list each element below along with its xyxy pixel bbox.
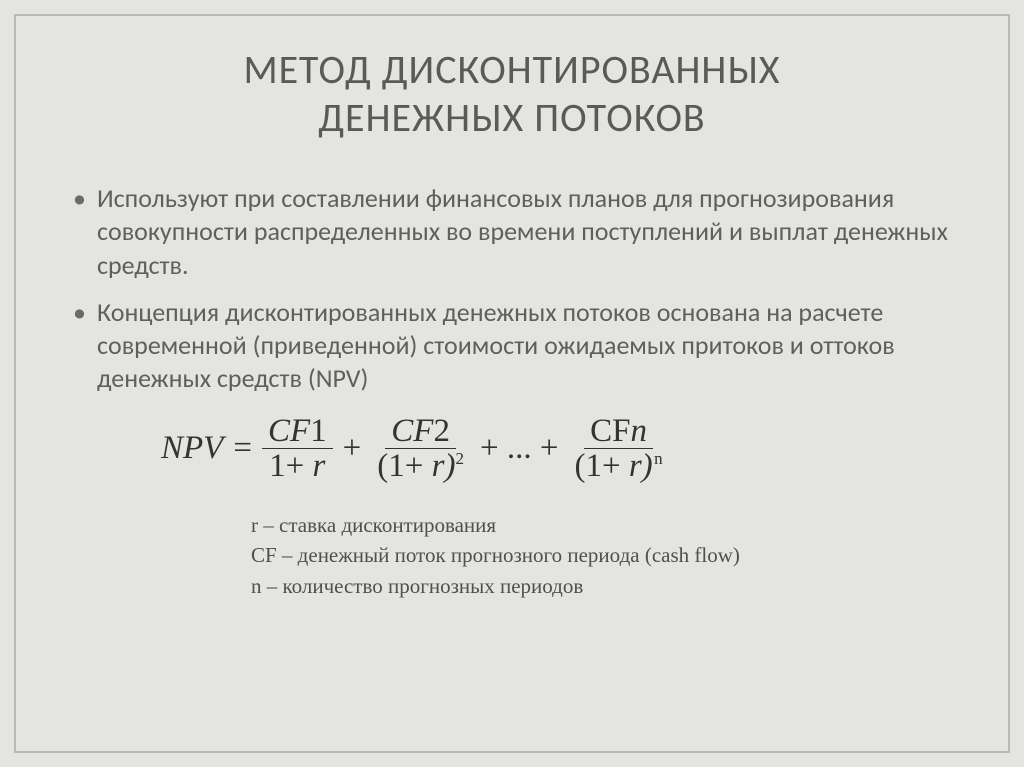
term-denominator: (1+ r) n xyxy=(568,449,668,484)
formula-lhs: NPV xyxy=(161,430,223,467)
ellipsis: + ... + xyxy=(480,430,558,467)
term-numerator: CFn xyxy=(584,414,653,450)
slide-frame: МЕТОД ДИСКОНТИРОВАННЫХ ДЕНЕЖНЫХ ПОТОКОВ … xyxy=(14,14,1010,753)
npv-formula: NPV = CF1 1+ r + CF2 (1+ r)2 + ... + xyxy=(161,414,953,484)
bullet-item: Используют при составлении финансовых пл… xyxy=(71,182,953,282)
title-line-1: МЕТОД ДИСКОНТИРОВАННЫХ xyxy=(243,45,780,94)
formula-term-1: CF1 1+ r xyxy=(262,414,333,484)
legend-line: n – количество прогнозных периодов xyxy=(251,571,953,601)
title-line-2: ДЕНЕЖНЫХ ПОТОКОВ xyxy=(318,93,705,142)
bullet-item: Концепция дисконтированных денежных пото… xyxy=(71,296,953,396)
term-numerator: CF2 xyxy=(385,414,456,450)
plus-sign: + xyxy=(343,430,362,467)
slide-title: МЕТОД ДИСКОНТИРОВАННЫХ ДЕНЕЖНЫХ ПОТОКОВ xyxy=(16,46,1008,142)
equals-sign: = xyxy=(233,430,252,467)
formula-term-n: CFn (1+ r) n xyxy=(568,414,668,484)
formula-term-2: CF2 (1+ r)2 xyxy=(371,414,470,484)
slide-content: Используют при составлении финансовых пл… xyxy=(71,182,953,601)
legend-line: r – ставка дисконтирования xyxy=(251,510,953,540)
term-denominator: 1+ r xyxy=(263,449,331,484)
term-numerator: CF1 xyxy=(262,414,333,450)
formula-legend: r – ставка дисконтирования CF – денежный… xyxy=(251,510,953,601)
bullet-list: Используют при составлении финансовых пл… xyxy=(71,182,953,396)
term-denominator: (1+ r)2 xyxy=(371,449,470,484)
legend-line: CF – денежный поток прогнозного периода … xyxy=(251,540,953,570)
exp-n: n xyxy=(653,449,663,468)
